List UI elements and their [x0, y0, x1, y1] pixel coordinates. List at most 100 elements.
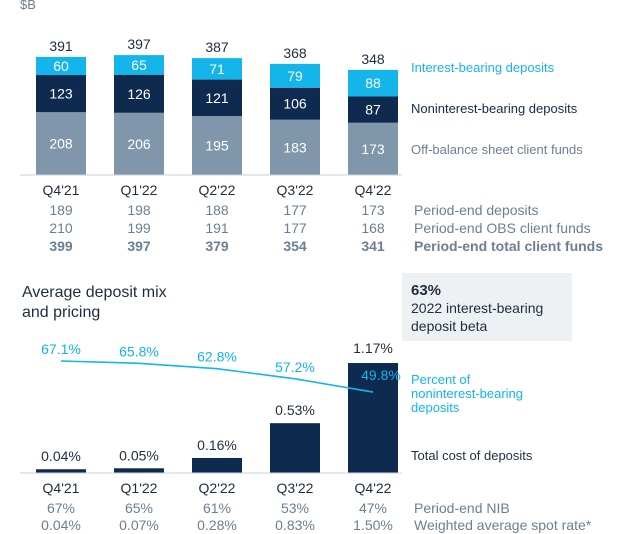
- table-cell: 168: [361, 220, 385, 236]
- callout-line: 2022 interest-bearing: [411, 300, 543, 316]
- bar-value-label: 0.04%: [41, 448, 81, 464]
- segment-value-label: 60: [53, 58, 69, 74]
- category-tick-label: Q4'21: [43, 182, 80, 198]
- stacked-bar-segment: [348, 69, 398, 97]
- stacked-bar-segment: [114, 55, 164, 75]
- line-legend-entry: Percent of: [411, 372, 471, 387]
- stacked-bar-segment: [36, 112, 86, 175]
- segment-value-label: 195: [205, 138, 229, 154]
- segment-value-label: 79: [287, 68, 303, 84]
- chart-title: Average deposit mix: [22, 284, 167, 301]
- category-tick-label: Q2'22: [199, 480, 236, 496]
- stacked-bar-segment: [348, 96, 398, 123]
- table-cell: 173: [361, 202, 385, 218]
- stacked-bar-segment: [114, 112, 164, 175]
- table-row-label: Period-end deposits: [414, 202, 539, 218]
- table-row-label: Period-end OBS client funds: [414, 220, 591, 236]
- bar-value-label: 0.16%: [197, 437, 237, 453]
- client-funds-chart: $B 208 123 60 391 206 126 65 397 195 121 71 387 183 1…: [20, 0, 603, 254]
- stacked-bar-segment: [270, 119, 320, 175]
- callout-value: 63%: [411, 282, 441, 299]
- line-point-label: 65.8%: [119, 343, 159, 359]
- cost-bar: [270, 423, 320, 473]
- segment-value-label: 65: [131, 57, 147, 73]
- segment-value-label: 106: [283, 96, 307, 112]
- table-cell: 210: [49, 220, 73, 236]
- bar-value-label: 0.05%: [119, 447, 159, 463]
- bar-value-label: 0.53%: [275, 402, 315, 418]
- table-cell: 354: [283, 238, 307, 254]
- table-cell: 191: [205, 220, 229, 236]
- stacked-bar-segment: [36, 75, 86, 113]
- nib-percent-line: [60, 360, 374, 393]
- table-cell: 65%: [125, 500, 153, 516]
- segment-value-label: 126: [127, 86, 151, 102]
- table-cell: 188: [205, 202, 229, 218]
- segment-value-label: 71: [209, 61, 225, 77]
- table-row-label: Weighted average spot rate*: [414, 517, 592, 533]
- line-point-label: 67.1%: [41, 341, 81, 357]
- callout-background: [402, 273, 572, 341]
- category-tick-label: Q1'22: [121, 480, 158, 496]
- segment-value-label: 206: [127, 136, 151, 152]
- table-cell: 1.50%: [353, 517, 393, 533]
- category-tick-label: Q3'22: [277, 480, 314, 496]
- segment-value-label: 121: [205, 90, 229, 106]
- table-cell: 399: [49, 238, 73, 254]
- line-legend-entry: deposits: [411, 400, 460, 415]
- stacked-bar-segment: [114, 74, 164, 113]
- category-tick-label: Q2'22: [199, 182, 236, 198]
- line-point-label: 57.2%: [275, 359, 315, 375]
- line-point-label: 62.8%: [197, 349, 237, 365]
- cost-bar: [114, 468, 164, 473]
- unit-label: $B: [20, 0, 36, 12]
- stacked-bar-segment: [192, 58, 242, 80]
- deposit-mix-chart: Average deposit mix and pricing 0.04% 0.0…: [20, 284, 592, 533]
- table-cell: 53%: [281, 500, 309, 516]
- table-cell: 177: [283, 202, 307, 218]
- callout-line: deposit beta: [411, 318, 487, 334]
- table-cell: 67%: [47, 500, 75, 516]
- legend-entry: Interest-bearing deposits: [411, 60, 555, 75]
- cost-bar: [348, 363, 398, 473]
- segment-value-label: 123: [49, 86, 73, 102]
- table-cell: 0.04%: [41, 517, 81, 533]
- chart-title: and pricing: [22, 304, 100, 321]
- cost-bar: [192, 457, 242, 473]
- bar-total-label: 368: [283, 45, 307, 61]
- legend-entry: Noninterest-bearing deposits: [411, 101, 578, 116]
- table-cell: 189: [49, 202, 73, 218]
- table-row-label: Period-end NIB: [414, 500, 510, 516]
- segment-value-label: 87: [365, 102, 381, 118]
- line-point-label: 49.8%: [361, 367, 401, 383]
- category-tick-label: Q4'22: [355, 480, 392, 496]
- bar-total-label: 391: [49, 38, 73, 54]
- category-tick-label: Q4'21: [43, 480, 80, 496]
- table-cell: 177: [283, 220, 307, 236]
- category-tick-label: Q3'22: [277, 182, 314, 198]
- stacked-bar-segment: [192, 116, 242, 175]
- bar-legend-entry: Total cost of deposits: [411, 448, 533, 463]
- table-cell: 397: [127, 238, 151, 254]
- stacked-bar-segment: [270, 63, 320, 88]
- stacked-bar-segment: [192, 79, 242, 117]
- line-legend-entry: noninterest-bearing: [411, 386, 523, 401]
- category-tick-label: Q4'22: [355, 182, 392, 198]
- table-cell: 0.28%: [197, 517, 237, 533]
- table-cell: 61%: [203, 500, 231, 516]
- bar-total-label: 387: [205, 39, 229, 55]
- table-cell: 47%: [359, 500, 387, 516]
- legend-entry: Off-balance sheet client funds: [411, 142, 583, 157]
- table-cell: 0.83%: [275, 517, 315, 533]
- table-cell: 0.07%: [119, 517, 159, 533]
- table-row-label: Period-end total client funds: [414, 238, 603, 254]
- segment-value-label: 208: [49, 136, 73, 152]
- segment-value-label: 173: [361, 141, 385, 157]
- bar-total-label: 397: [127, 36, 151, 52]
- segment-value-label: 88: [365, 75, 381, 91]
- table-cell: 379: [205, 238, 229, 254]
- stacked-bar-segment: [348, 122, 398, 175]
- cost-bar: [36, 469, 86, 473]
- table-cell: 199: [127, 220, 151, 236]
